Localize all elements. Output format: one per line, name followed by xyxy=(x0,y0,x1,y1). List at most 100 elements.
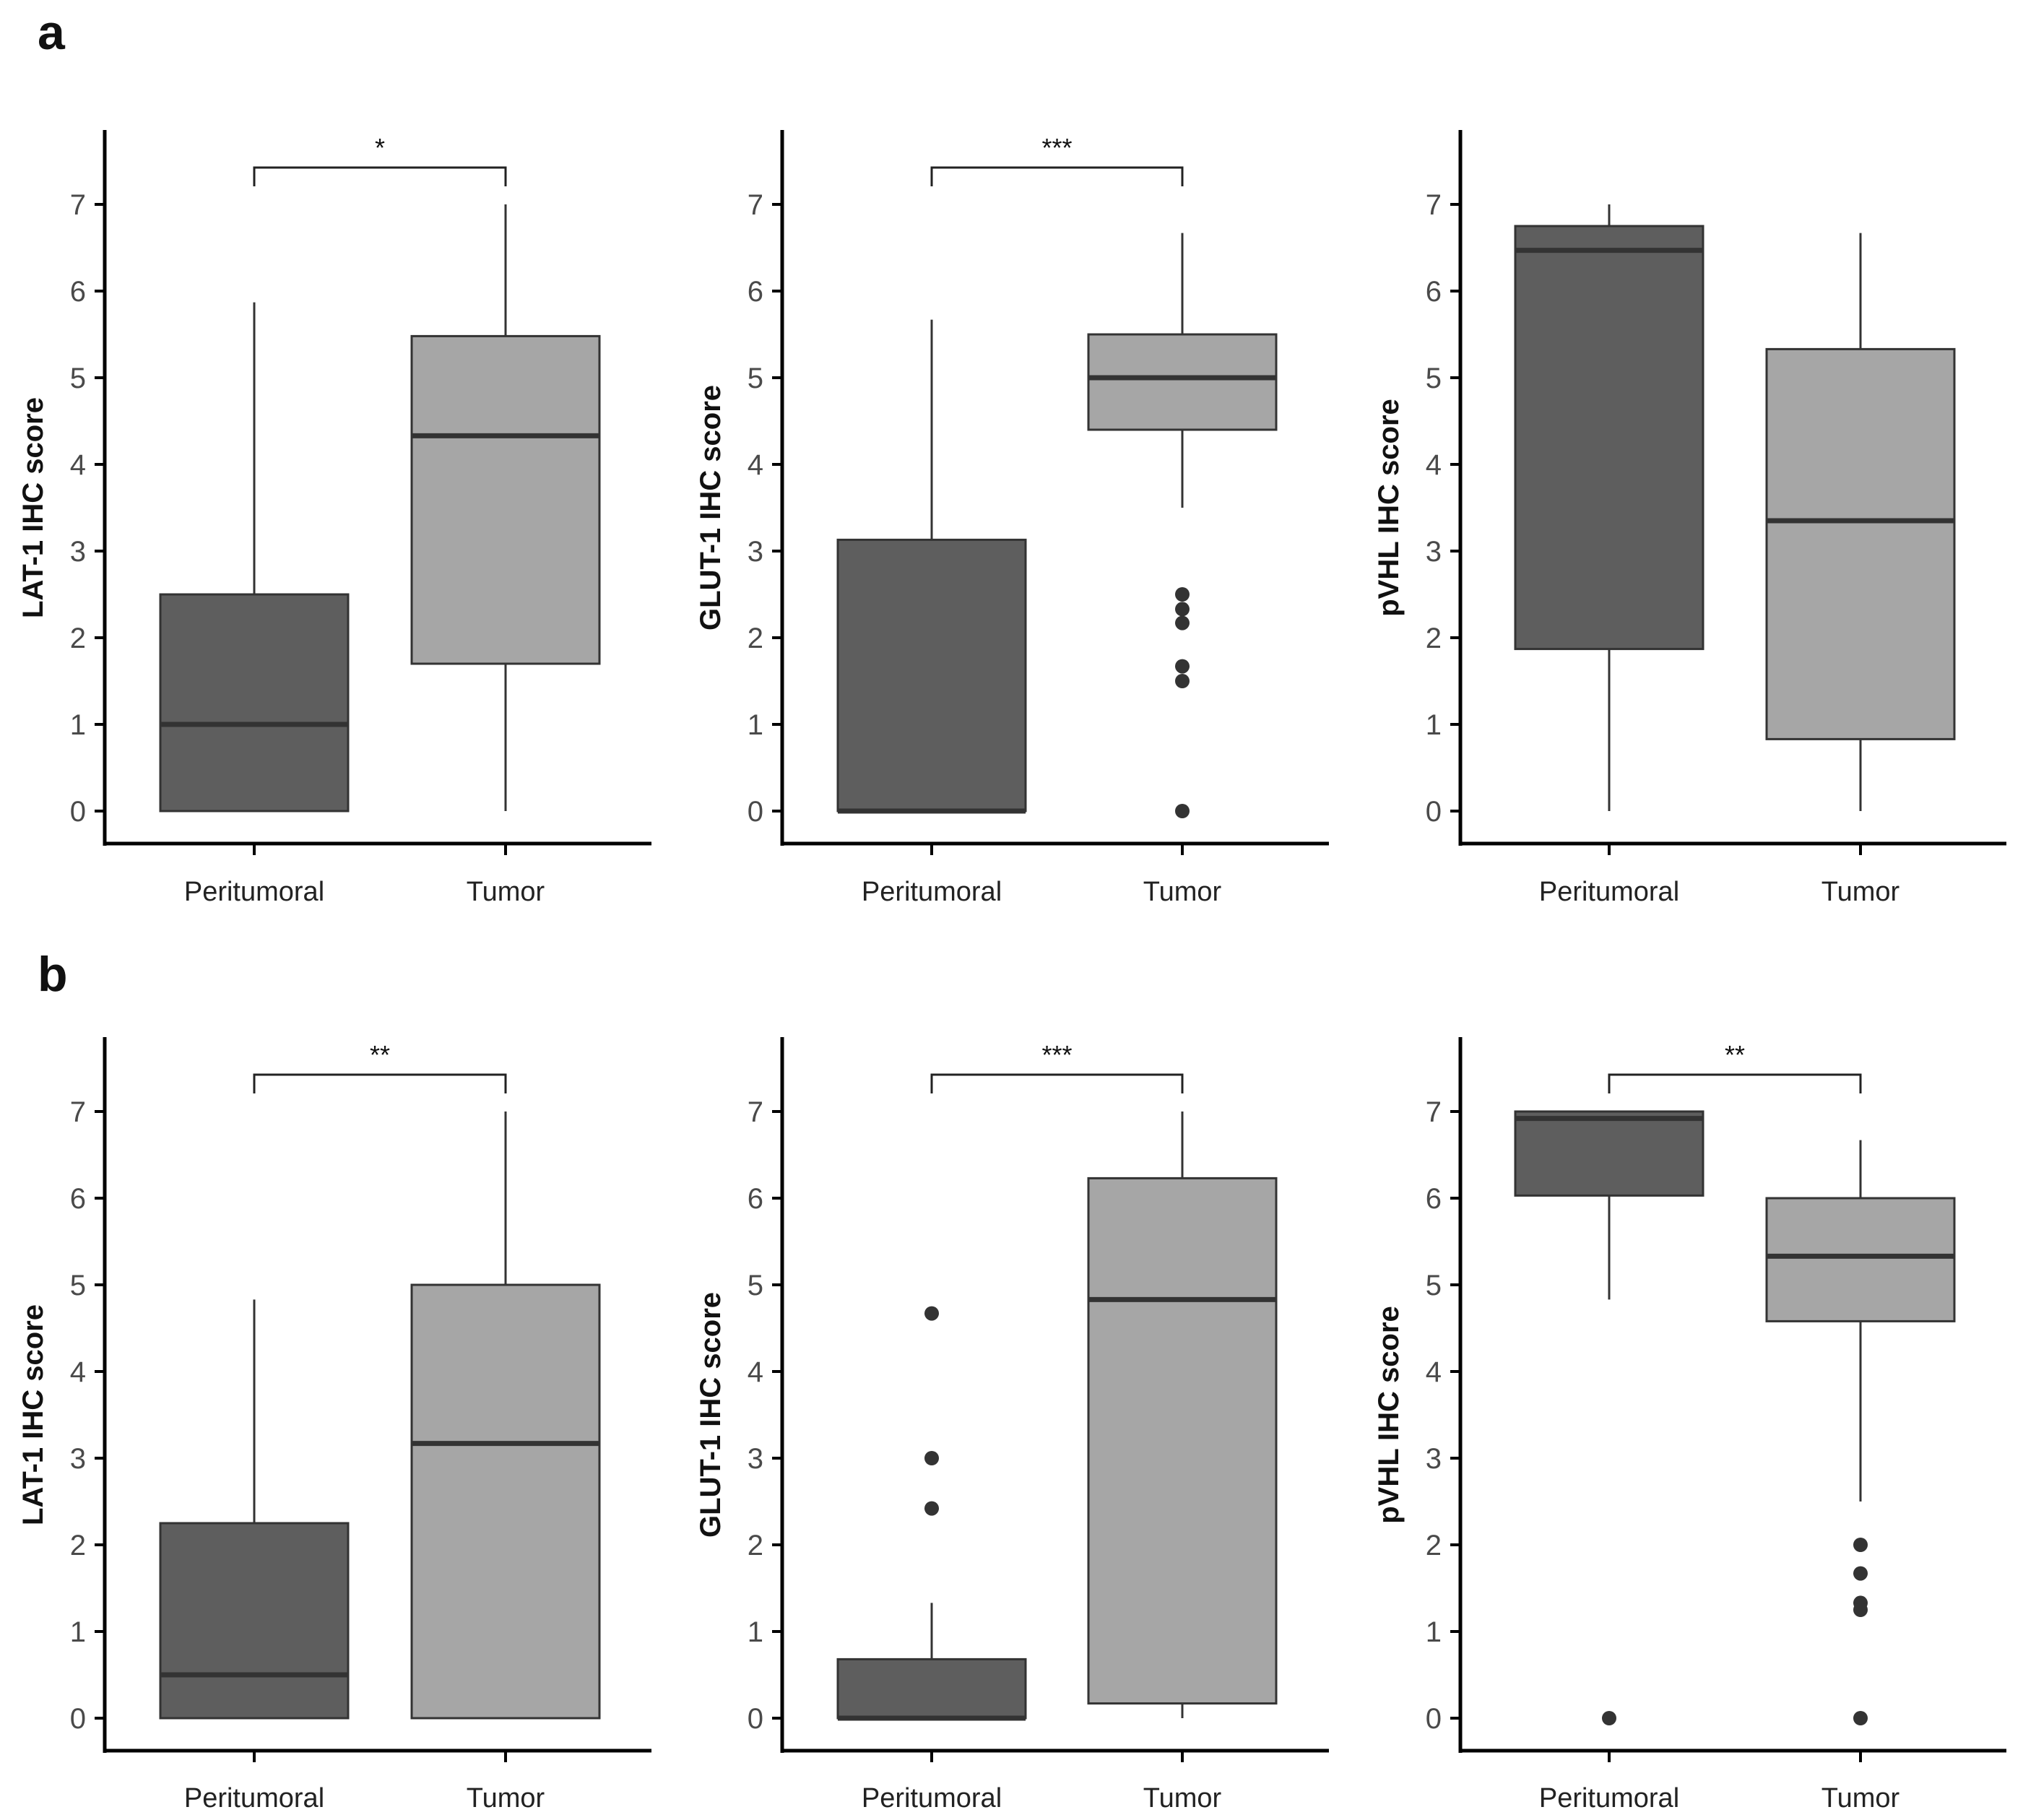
significance-label: ** xyxy=(370,1040,390,1070)
outlier-point xyxy=(1853,1538,1868,1552)
y-tick-label: 6 xyxy=(70,276,86,308)
y-tick-label: 0 xyxy=(70,1703,86,1735)
boxplot-b-2: 0 1 2 3 4 5 6 7 GLUT-1 IHC score Peritumoral Tumor… xyxy=(695,1037,1329,1814)
significance-label: ** xyxy=(1725,1040,1745,1070)
y-tick-label: 6 xyxy=(1426,276,1442,308)
y-tick-label: 2 xyxy=(1426,1530,1442,1561)
iqr-box xyxy=(410,1283,601,1720)
significance-label: *** xyxy=(1041,1040,1072,1070)
y-tick-label: 1 xyxy=(1426,1616,1442,1648)
iqr-box xyxy=(410,334,601,665)
y-tick-label: 4 xyxy=(748,1356,763,1388)
y-tick-label: 0 xyxy=(70,796,86,828)
x-tick-label: Peritumoral xyxy=(862,1783,1002,1814)
box-peritumoral xyxy=(159,302,350,812)
y-tick-label: 6 xyxy=(1426,1183,1442,1215)
x-tick-label: Tumor xyxy=(1821,877,1900,907)
y-tick-label: 0 xyxy=(1426,1703,1442,1735)
y-axis-title: GLUT-1 IHC score xyxy=(695,385,727,630)
chart-grid: 0 1 2 3 4 5 6 7 LAT-1 IHC score Peritumoral Tumor *… xyxy=(17,130,2006,1814)
y-tick-label: 1 xyxy=(70,1616,86,1648)
iqr-box xyxy=(1087,333,1278,431)
box-tumor xyxy=(1087,1112,1278,1718)
x-tick-label: Peritumoral xyxy=(862,877,1002,907)
outlier-point xyxy=(1853,1711,1868,1725)
y-tick-label: 2 xyxy=(1426,623,1442,654)
outlier-point xyxy=(1175,602,1190,617)
y-tick-label: 1 xyxy=(748,709,763,741)
x-tick-label: Peritumoral xyxy=(184,1783,324,1814)
y-tick-label: 4 xyxy=(70,449,86,481)
box-tumor xyxy=(1087,233,1278,818)
y-tick-label: 5 xyxy=(1426,1270,1442,1301)
box-peritumoral xyxy=(159,1299,350,1720)
y-tick-label: 5 xyxy=(748,363,763,394)
y-tick-label: 0 xyxy=(748,796,763,828)
box-tumor xyxy=(410,204,601,811)
significance-bracket xyxy=(930,166,1184,186)
y-tick-label: 2 xyxy=(70,623,86,654)
x-tick-label: Peritumoral xyxy=(184,877,324,907)
iqr-box xyxy=(836,538,1027,812)
y-tick-label: 7 xyxy=(1426,189,1442,221)
iqr-box xyxy=(836,1658,1027,1720)
y-tick-label: 2 xyxy=(70,1530,86,1561)
x-tick-label: Tumor xyxy=(467,1783,545,1814)
boxplot-b-1: 0 1 2 3 4 5 6 7 LAT-1 IHC score Peritumoral Tumor *… xyxy=(17,1037,651,1814)
iqr-box xyxy=(159,593,350,812)
y-tick-label: 1 xyxy=(70,709,86,741)
iqr-box xyxy=(1514,1110,1704,1197)
y-axis-title: GLUT-1 IHC score xyxy=(695,1292,727,1538)
outlier-point xyxy=(1853,1566,1868,1581)
boxplot-a-2: 0 1 2 3 4 5 6 7 GLUT-1 IHC score Peritumoral Tumor… xyxy=(695,130,1329,907)
outlier-point xyxy=(1175,587,1190,602)
y-tick-label: 3 xyxy=(748,536,763,568)
x-tick-label: Tumor xyxy=(1821,1783,1900,1814)
y-tick-label: 4 xyxy=(1426,449,1442,481)
y-tick-label: 3 xyxy=(1426,1443,1442,1475)
y-tick-label: 7 xyxy=(748,189,763,221)
outlier-point xyxy=(1853,1603,1868,1617)
box-tumor xyxy=(1765,233,1956,811)
y-tick-label: 2 xyxy=(748,623,763,654)
outlier-point xyxy=(924,1501,939,1516)
box-tumor xyxy=(410,1112,601,1720)
outlier-point xyxy=(1175,659,1190,674)
iqr-box xyxy=(159,1522,350,1720)
y-tick-label: 7 xyxy=(1426,1096,1442,1128)
y-tick-label: 4 xyxy=(1426,1356,1442,1388)
outlier-point xyxy=(924,1306,939,1321)
x-tick-label: Tumor xyxy=(1143,877,1222,907)
y-axis-title: pVHL IHC score xyxy=(1373,399,1405,617)
outlier-point xyxy=(1175,804,1190,818)
y-tick-label: 0 xyxy=(748,1703,763,1735)
box-tumor xyxy=(1765,1140,1956,1725)
x-tick-label: Peritumoral xyxy=(1539,877,1679,907)
significance-bracket xyxy=(253,166,507,186)
y-tick-label: 4 xyxy=(70,1356,86,1388)
significance-bracket xyxy=(930,1073,1184,1093)
y-tick-label: 0 xyxy=(1426,796,1442,828)
significance-bracket xyxy=(1608,1073,1862,1093)
iqr-box xyxy=(1765,347,1956,740)
y-tick-label: 5 xyxy=(70,363,86,394)
y-tick-label: 3 xyxy=(70,1443,86,1475)
y-tick-label: 5 xyxy=(748,1270,763,1301)
y-tick-label: 6 xyxy=(748,1183,763,1215)
y-axis-title: LAT-1 IHC score xyxy=(17,397,49,618)
y-tick-label: 3 xyxy=(70,536,86,568)
y-tick-label: 3 xyxy=(748,1443,763,1475)
outlier-point xyxy=(1602,1711,1616,1725)
box-peritumoral xyxy=(1514,1110,1704,1725)
panel-label-a: a xyxy=(38,5,66,60)
y-tick-label: 6 xyxy=(70,1183,86,1215)
y-tick-label: 6 xyxy=(748,276,763,308)
significance-label: *** xyxy=(1041,133,1072,162)
iqr-box xyxy=(1765,1197,1956,1322)
outlier-point xyxy=(1175,674,1190,688)
iqr-box xyxy=(1087,1176,1278,1705)
y-axis-title: LAT-1 IHC score xyxy=(17,1304,49,1525)
panel-label-b: b xyxy=(38,947,68,1002)
y-tick-label: 5 xyxy=(1426,363,1442,394)
boxplot-a-3: 0 1 2 3 4 5 6 7 pVHL IHC score Peritumoral Tumor xyxy=(1373,130,2006,907)
